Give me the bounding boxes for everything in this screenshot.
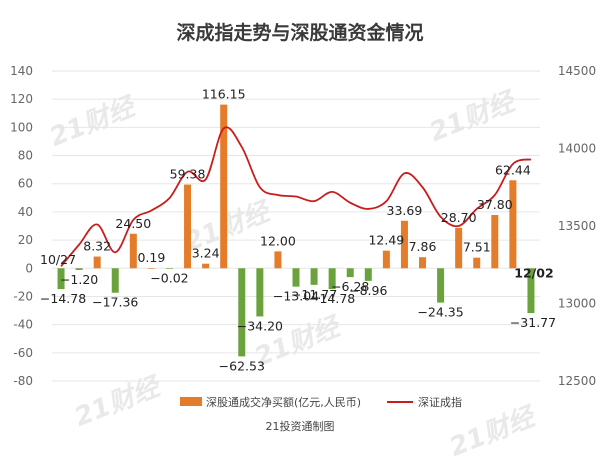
bar <box>75 268 83 270</box>
bar <box>527 268 535 314</box>
bar <box>346 268 354 278</box>
y-left-tick: -60 <box>13 346 33 360</box>
legend-label-line: 深证成指 <box>418 395 462 409</box>
bar-value-label: −14.78 <box>309 291 355 306</box>
bar <box>256 268 264 317</box>
watermark: 21财经 <box>446 401 542 463</box>
bar-value-label: −17.36 <box>92 295 138 310</box>
bar-value-label: 7.86 <box>409 239 437 254</box>
bar <box>382 250 390 269</box>
y-left-tick: 80 <box>18 149 33 163</box>
bar <box>57 268 65 290</box>
bar <box>93 256 101 269</box>
bar-value-label: 59.38 <box>170 167 206 182</box>
bar-value-label: 0.19 <box>137 250 165 265</box>
bar <box>202 263 210 269</box>
y-right-tick: 13500 <box>558 219 596 233</box>
bar-value-label: −31.77 <box>510 315 556 330</box>
watermark: 21财经 <box>46 91 142 153</box>
bar-value-label: 24.50 <box>115 216 151 231</box>
y-left-tick: 120 <box>10 92 33 106</box>
legend: 深股通成交净买额(亿元,人民币) 深证成指 <box>180 395 462 409</box>
bar <box>111 268 119 293</box>
bar-value-label: 7.51 <box>463 240 491 255</box>
y-left-tick: 60 <box>18 177 33 191</box>
bar-value-label: −0.02 <box>150 270 188 285</box>
bar-value-label: 37.80 <box>477 197 513 212</box>
y-right-tick: 13000 <box>558 297 596 311</box>
bar-value-label: −13.04 <box>273 289 319 304</box>
bar <box>455 227 463 269</box>
bar-value-label: 12.00 <box>260 233 296 248</box>
bar <box>509 180 517 269</box>
bar-value-label: −1.20 <box>60 272 98 287</box>
bar <box>328 268 336 290</box>
y-left-tick: -40 <box>13 318 33 332</box>
bar <box>147 268 155 269</box>
bar <box>437 268 445 303</box>
y-right-tick: 14500 <box>558 64 596 78</box>
bar <box>310 268 318 285</box>
watermark: 21财经 <box>426 86 522 148</box>
y-left-tick: 40 <box>18 205 33 219</box>
bar <box>292 268 300 287</box>
y-axis-left: -80 -60 -40 -20 0 20 40 60 80 100 120 140 <box>10 64 33 388</box>
y-right-tick: 14000 <box>558 142 596 156</box>
bar-value-label: −11.77 <box>291 287 337 302</box>
line-path <box>60 126 532 267</box>
y-right-tick: 12500 <box>558 374 596 388</box>
bar <box>491 215 499 269</box>
y-left-tick: 0 <box>25 261 33 275</box>
bar-value-label: −34.20 <box>237 318 283 333</box>
watermark: 21财经 <box>71 371 167 433</box>
bar <box>400 220 408 269</box>
y-left-tick: 20 <box>18 233 33 247</box>
bar <box>274 251 282 269</box>
bar-value-label: 33.69 <box>387 203 423 218</box>
y-left-tick: 100 <box>10 120 33 134</box>
bar <box>220 104 228 269</box>
line-series <box>60 126 532 267</box>
chart-title: 深成指走势与深股通资金情况 <box>176 21 423 44</box>
bar <box>129 233 137 269</box>
bar <box>419 257 427 269</box>
start-date-label: 10/27 <box>40 252 76 267</box>
bar-value-label: −6.28 <box>331 279 369 294</box>
bar <box>364 268 372 281</box>
bar <box>238 268 246 357</box>
bar-value-label: −24.35 <box>417 305 463 320</box>
bar <box>165 268 173 269</box>
bar-value-label: 8.32 <box>83 239 111 254</box>
bar-value-label: 62.44 <box>495 162 531 177</box>
y-left-tick: 140 <box>10 64 33 78</box>
bar <box>184 184 192 269</box>
bar-value-label: 3.24 <box>192 246 220 261</box>
end-date-label: 12/02 <box>514 265 553 280</box>
source-caption: 21投资通制图 <box>266 419 335 433</box>
data-labels: −14.78 −1.20 8.32 −17.36 24.50 0.19 −0.02 59.38… <box>40 87 556 374</box>
legend-label-bar: 深股通成交净买额(亿元,人民币) <box>206 395 361 409</box>
y-left-tick: -80 <box>13 374 33 388</box>
legend-swatch-bar <box>180 397 202 406</box>
y-axis-right: 12500 13000 13500 14000 14500 <box>558 64 596 388</box>
bar-value-label: −14.78 <box>40 291 86 306</box>
bar <box>473 257 481 269</box>
bar-series <box>57 104 535 357</box>
bar-value-label: 12.49 <box>368 233 404 248</box>
bar-value-label: 116.15 <box>202 87 246 102</box>
bar-value-label: −8.96 <box>349 283 387 298</box>
bar-value-label: −62.53 <box>219 358 265 373</box>
y-left-tick: -20 <box>13 289 33 303</box>
bar-value-label: 28.70 <box>441 210 477 225</box>
